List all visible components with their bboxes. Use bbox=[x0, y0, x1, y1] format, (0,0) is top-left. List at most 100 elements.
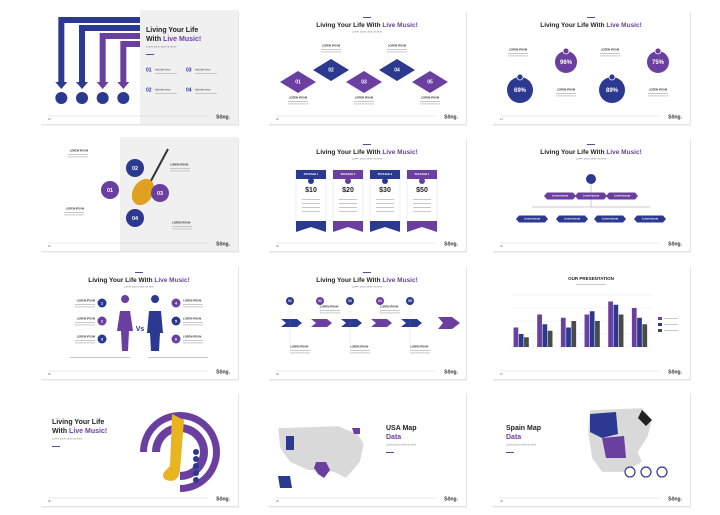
state-ny bbox=[352, 428, 360, 434]
package-name: PACKAGE 4 bbox=[415, 173, 430, 176]
package-icon bbox=[308, 178, 314, 184]
page-number: 30 bbox=[500, 500, 503, 503]
placeholder-text bbox=[664, 324, 678, 325]
slide-title: Living Your Life With Live Music! bbox=[540, 22, 642, 29]
badge-label: 75% bbox=[652, 60, 665, 66]
placeholder-text bbox=[600, 55, 620, 57]
badge-label: 05 bbox=[408, 299, 412, 303]
badge bbox=[126, 159, 144, 177]
badge-label: 03 bbox=[157, 191, 163, 197]
logo: Sŏng. bbox=[444, 369, 458, 375]
slide: Living Your Life With Live Music! Lorem ip… bbox=[40, 10, 239, 126]
item-label: LOREM IPSUM bbox=[509, 48, 527, 52]
slide: OUR PRESENTATION 27 Sŏng. bbox=[492, 265, 691, 381]
item-label: LOREM IPSUM bbox=[350, 345, 368, 349]
region-east bbox=[638, 410, 652, 426]
page-number: 29 bbox=[276, 500, 279, 503]
org-box bbox=[544, 192, 576, 200]
item-label: LOREM IPSUM bbox=[77, 335, 95, 339]
package-name: PACKAGE 3 bbox=[378, 173, 393, 176]
vs-label: Vs bbox=[136, 326, 145, 333]
placeholder-text bbox=[410, 352, 430, 354]
bar bbox=[613, 304, 619, 347]
slide-title: Living Your Life bbox=[52, 419, 104, 426]
badge bbox=[151, 184, 169, 202]
page-number: 26 bbox=[276, 373, 279, 376]
step-number: 05 bbox=[427, 79, 433, 85]
chevron bbox=[401, 319, 422, 327]
bar bbox=[566, 327, 571, 347]
org-box-label: Lorem Ipsum bbox=[602, 217, 619, 221]
logo: Sŏng. bbox=[444, 114, 458, 120]
placeholder-text bbox=[64, 214, 84, 216]
slide: Living Your Life With Live Music! 69% LORE… bbox=[492, 10, 691, 126]
badge bbox=[97, 298, 107, 308]
title-text: Living Your Life With bbox=[540, 22, 606, 29]
package-price: $30 bbox=[379, 187, 391, 194]
placeholder-text bbox=[376, 207, 394, 208]
guitar-body bbox=[131, 178, 155, 206]
step-number: 01 bbox=[295, 79, 301, 85]
slide-title: Living Your Life With Live Music! bbox=[316, 277, 418, 284]
slide-subtitle: Lorem ipsum dolor sit amet bbox=[146, 46, 176, 49]
item-label: LOREM IPSUM bbox=[289, 96, 307, 100]
placeholder-text bbox=[350, 350, 370, 351]
slide-title-line2: With Live Music! bbox=[146, 36, 201, 43]
title-text: Living Your Life With bbox=[540, 149, 606, 156]
org-box bbox=[634, 215, 666, 223]
placeholder-text bbox=[339, 211, 357, 212]
item-label: LOREM IPSUM bbox=[601, 48, 619, 52]
legend-swatch bbox=[658, 329, 662, 332]
bar bbox=[518, 334, 524, 347]
item-title: Add title here bbox=[195, 68, 211, 72]
logo: Sŏng. bbox=[216, 369, 230, 375]
placeholder-text bbox=[339, 199, 357, 200]
placeholder-text bbox=[302, 203, 320, 204]
chevron bbox=[341, 319, 362, 327]
slide-title: Living Your Life With Live Music! bbox=[316, 149, 418, 156]
org-box bbox=[606, 192, 638, 200]
item-label: LOREM IPSUM bbox=[421, 96, 439, 100]
placeholder-text bbox=[172, 228, 192, 230]
stat-ring bbox=[640, 466, 652, 478]
placeholder-text bbox=[75, 324, 95, 326]
usa-map bbox=[277, 425, 365, 479]
org-box bbox=[575, 192, 607, 200]
package-footer bbox=[407, 221, 437, 232]
badge-label: 96% bbox=[560, 60, 573, 66]
badge-label: 6 bbox=[175, 336, 178, 341]
badge bbox=[55, 92, 68, 104]
value-dot bbox=[193, 456, 199, 462]
legend-swatch bbox=[658, 323, 662, 326]
placeholder-text bbox=[75, 304, 95, 305]
badge bbox=[117, 92, 130, 104]
state-west bbox=[286, 436, 294, 450]
arrow-head bbox=[96, 82, 109, 89]
chevron bbox=[371, 319, 392, 327]
item-label: LOREM IPSUM bbox=[77, 299, 95, 303]
page-number: 27 bbox=[500, 373, 503, 376]
slide-subtitle: Lorem ipsum dolor sit amet bbox=[124, 286, 154, 289]
package-price: $50 bbox=[416, 187, 428, 194]
slide-subtitle: Lorem ipsum dolor sit amet bbox=[352, 31, 382, 34]
logo: Sŏng. bbox=[668, 369, 682, 375]
title-text: Living Your Life With bbox=[316, 22, 382, 29]
item-label: LOREM IPSUM bbox=[410, 345, 428, 349]
bent-arrow bbox=[58, 17, 140, 82]
slide-subtitle: Lorem ipsum dolor sit amet bbox=[352, 158, 382, 161]
title-accent bbox=[135, 272, 143, 273]
item-label: LOREM IPSUM bbox=[70, 149, 88, 153]
title-highlight: Live Music! bbox=[154, 277, 189, 284]
placeholder-text bbox=[75, 342, 95, 344]
step-number: 04 bbox=[394, 67, 400, 73]
logo: Sŏng. bbox=[668, 114, 682, 120]
chevron-diamond bbox=[346, 71, 382, 93]
badge bbox=[96, 92, 109, 104]
org-box bbox=[594, 215, 626, 223]
package-icon bbox=[419, 178, 425, 184]
placeholder-text bbox=[183, 340, 203, 341]
placeholder-text bbox=[413, 199, 431, 200]
page-number: 25 bbox=[48, 373, 51, 376]
badge bbox=[97, 316, 107, 326]
badge bbox=[406, 297, 414, 305]
